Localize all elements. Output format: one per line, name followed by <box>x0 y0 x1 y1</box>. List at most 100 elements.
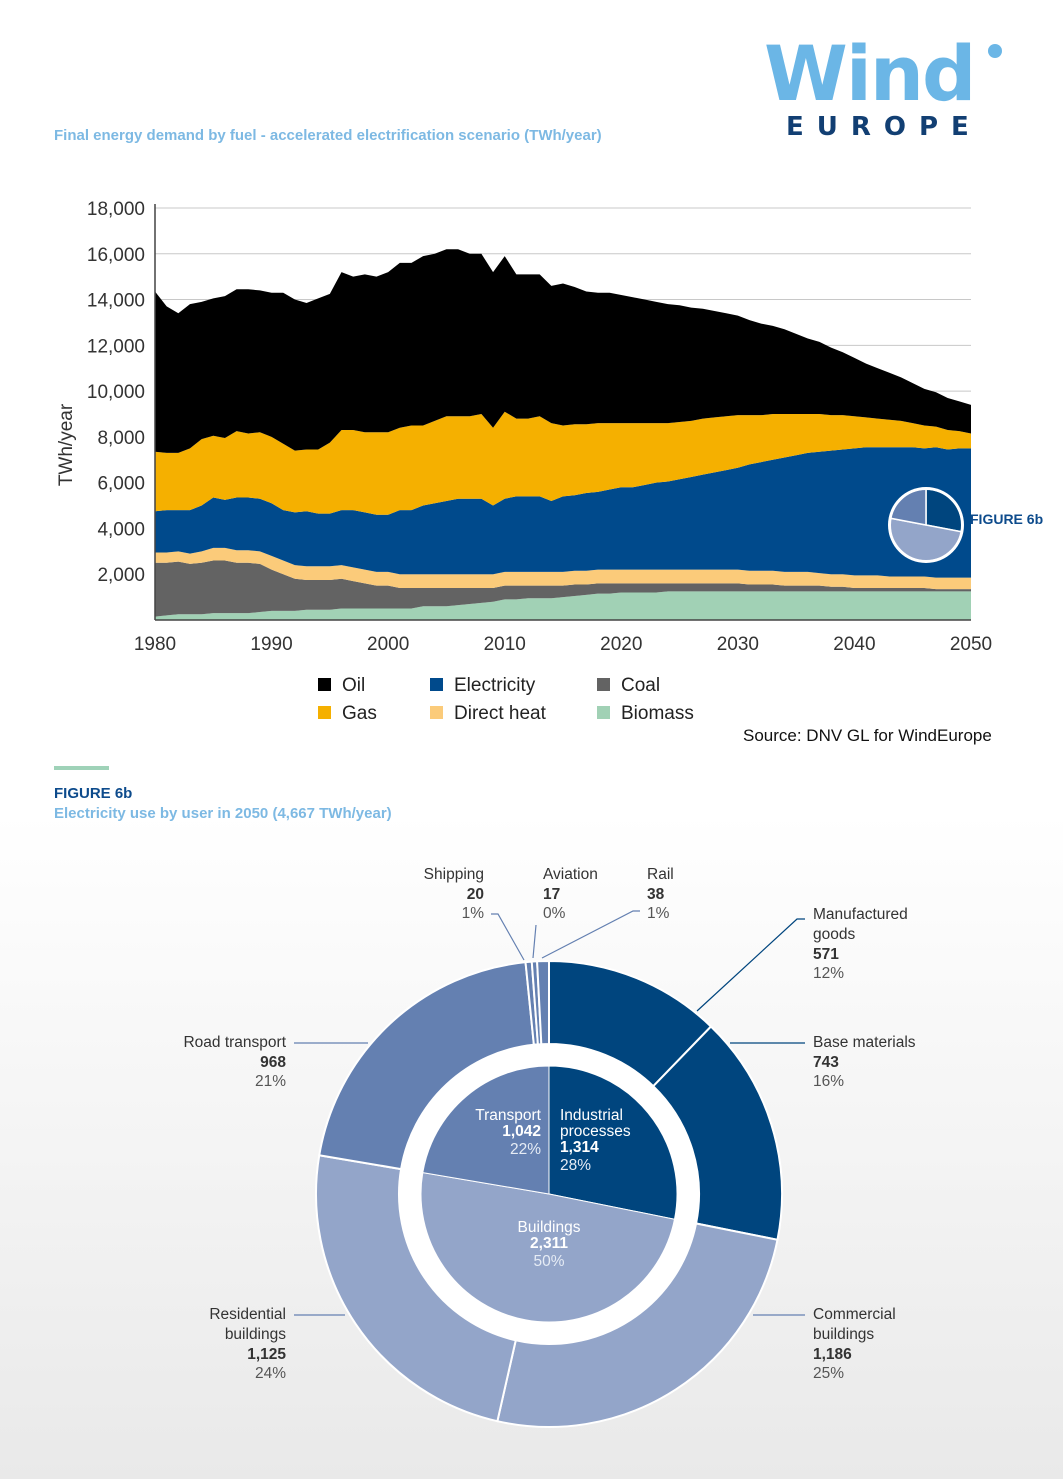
donut-outer-slice <box>524 960 539 1046</box>
x-tick-label: 2010 <box>484 634 526 655</box>
leader-line <box>541 910 640 959</box>
area-series-group <box>155 249 971 620</box>
windeurope-logo: Wind EUROPE <box>764 36 1014 146</box>
inner-slice-value: 1,314 <box>560 1139 599 1156</box>
x-tick-label: 2000 <box>367 634 409 655</box>
leader-line <box>696 918 805 1012</box>
area-electricity <box>155 447 971 578</box>
outer-slice-name: goods <box>813 926 855 943</box>
inner-slice-name: processes <box>560 1123 631 1140</box>
legend-swatch <box>318 678 331 691</box>
area-biomass <box>155 591 971 620</box>
outer-slice-pct: 21% <box>255 1073 286 1090</box>
outer-slice-name: Rail <box>647 866 674 883</box>
donut-gap-ring <box>399 1044 699 1344</box>
donut-inner-slice <box>548 1065 678 1220</box>
outer-slice-pct: 16% <box>813 1073 844 1090</box>
outer-slice-name: Shipping <box>424 866 484 883</box>
y-tick-label: 14,000 <box>87 291 145 312</box>
outer-slice-value: 1,125 <box>247 1346 286 1363</box>
inner-slice-value: 1,042 <box>502 1123 541 1140</box>
x-tick-label: 2020 <box>600 634 642 655</box>
inner-slice-pct: 50% <box>533 1253 564 1270</box>
donut-outer-slice <box>315 1154 517 1423</box>
inner-slice-value: 2,311 <box>530 1235 568 1252</box>
donut-outer-slice <box>318 961 535 1171</box>
outer-slice-pct: 24% <box>255 1365 286 1382</box>
donut-inner-slice <box>422 1065 550 1195</box>
y-tick-label: 10,000 <box>87 382 145 403</box>
inner-slice-pct: 28% <box>560 1157 591 1174</box>
outer-slice-name: buildings <box>813 1326 874 1343</box>
logo-dot <box>988 44 1002 58</box>
outer-slice-value: 38 <box>647 886 665 903</box>
outer-slice-name: Manufactured <box>813 906 908 923</box>
x-tick-label: 2030 <box>717 634 759 655</box>
outer-slice-value: 1,186 <box>813 1346 852 1363</box>
x-tick-label: 1990 <box>250 634 292 655</box>
inner-slice-name: Transport <box>475 1107 541 1124</box>
legend-label: Gas <box>342 703 377 724</box>
outer-slice-name: Residential <box>209 1306 286 1323</box>
y-tick-label: 18,000 <box>87 199 145 220</box>
x-tick-label: 2040 <box>833 634 875 655</box>
stacked-area-chart: 2,000 4,000 6,000 8,000 10,000 12,000 14,000 16… <box>56 199 1043 724</box>
donut-outer-slice <box>651 1025 783 1241</box>
inset-figure-label: FIGURE 6b <box>970 511 1043 527</box>
outer-slice-value: 571 <box>813 946 839 963</box>
legend-swatch <box>597 706 610 719</box>
donut-outer-slice <box>536 959 550 1046</box>
x-tick-label: 2050 <box>950 634 992 655</box>
legend-label: Electricity <box>454 675 536 696</box>
outer-slice-value: 20 <box>467 886 484 903</box>
figure-6b-title: Electricity use by user in 2050 (4,667 T… <box>54 805 392 822</box>
y-tick-label: 2,000 <box>97 565 145 586</box>
y-axis-label: TWh/year <box>56 403 77 486</box>
inner-slice-name: Industrial <box>560 1107 623 1124</box>
outer-slice-pct: 1% <box>462 905 485 922</box>
figure-6b-label: FIGURE 6b <box>54 785 133 802</box>
outer-slice-pct: 0% <box>543 905 566 922</box>
area-oil <box>155 249 971 453</box>
legend-label: Coal <box>621 675 660 696</box>
donut-outer-slice <box>548 959 713 1088</box>
section-divider <box>54 766 109 770</box>
y-tick-label: 16,000 <box>87 245 145 266</box>
leader-line <box>532 924 537 959</box>
outer-slice-name: Commercial <box>813 1306 896 1323</box>
outer-slice-name: buildings <box>225 1326 286 1343</box>
inner-slice-pct: 22% <box>510 1141 541 1158</box>
outer-slice-name: Road transport <box>183 1034 286 1051</box>
legend-swatch <box>318 706 331 719</box>
x-tick-label: 1980 <box>134 634 176 655</box>
outer-slice-pct: 12% <box>813 965 844 982</box>
legend-swatch <box>430 678 443 691</box>
leader-line <box>491 913 525 961</box>
outer-slice-value: 968 <box>260 1054 286 1071</box>
legend-label: Oil <box>342 675 365 696</box>
y-tick-label: 12,000 <box>87 336 145 357</box>
outer-slice-name: Base materials <box>813 1034 916 1051</box>
y-tick-label: 6,000 <box>97 474 145 495</box>
outer-slice-name: Aviation <box>543 866 598 883</box>
source-note: Source: DNV GL for WindEurope <box>743 726 992 745</box>
figure-6a-title: Final energy demand by fuel - accelerate… <box>54 127 602 144</box>
area-coal <box>155 560 971 617</box>
donut-outer-slice <box>530 960 543 1046</box>
logo-word: Wind <box>764 29 976 118</box>
legend-swatch <box>597 678 610 691</box>
area-direct-heat <box>155 547 971 590</box>
y-tick-label: 8,000 <box>97 428 145 449</box>
outer-slice-pct: 1% <box>647 905 670 922</box>
donut-inner-slice <box>420 1172 676 1323</box>
outer-slice-value: 17 <box>543 886 560 903</box>
inset-pie-border <box>889 488 963 562</box>
y-tick-label: 4,000 <box>97 519 145 540</box>
legend-swatch <box>430 706 443 719</box>
area-gas <box>155 411 971 515</box>
donut-outer-slice <box>496 1222 779 1428</box>
legend-label: Biomass <box>621 703 694 724</box>
outer-slice-value: 743 <box>813 1054 839 1071</box>
inner-slice-name: Buildings <box>518 1219 581 1236</box>
logo-subtitle: EUROPE <box>786 112 982 142</box>
